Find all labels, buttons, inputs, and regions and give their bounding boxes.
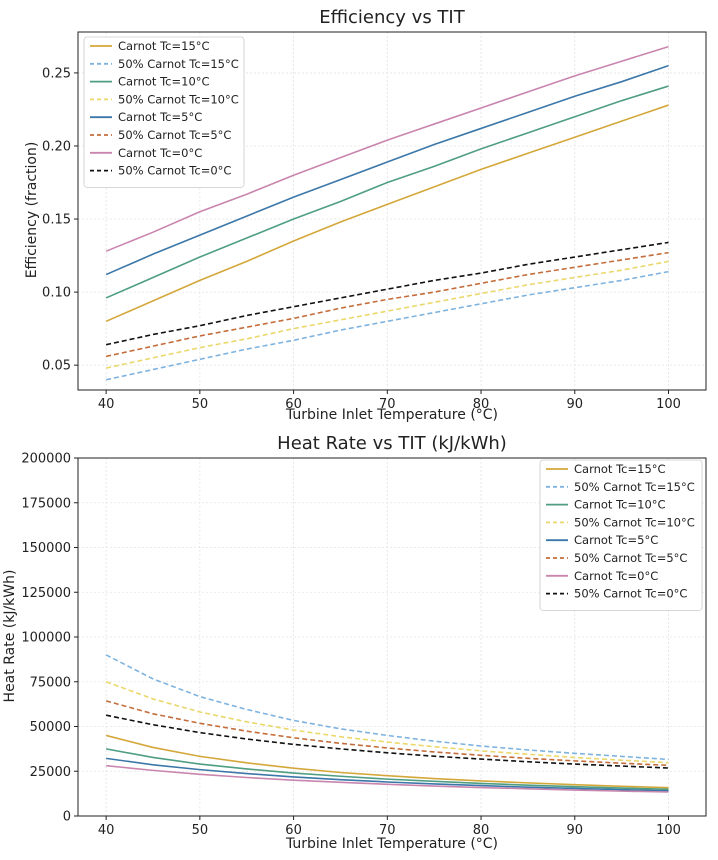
heat-rate-chart-title: Heat Rate vs TIT (kJ/kWh) — [277, 433, 507, 454]
heat-rate-y-tick-label: 25000 — [30, 765, 71, 780]
efficiency-legend-label: 50% Carnot Tc=0°C — [118, 164, 231, 178]
efficiency-y-tick-label: 0.25 — [42, 66, 71, 81]
efficiency-legend-label: Carnot Tc=10°C — [118, 75, 210, 89]
heat-rate-series-line-4 — [105, 680, 669, 764]
heat-rate-x-tick-label: 100 — [656, 823, 681, 838]
heat-rate-y-tick-label: 175000 — [21, 496, 71, 511]
heat-rate-y-tick-label: 200000 — [21, 452, 71, 467]
heat-rate-y-tick-label: 100000 — [21, 631, 71, 646]
heat-rate-y-axis-label: Heat Rate (kJ/kWh) — [2, 570, 18, 703]
efficiency-legend-label: Carnot Tc=0°C — [118, 146, 202, 160]
efficiency-series-line-7 — [105, 45, 669, 252]
heat-rate-x-axis-label: Turbine Inlet Temperature (°C) — [285, 836, 498, 852]
heat-rate-legend-label: 50% Carnot Tc=15°C — [574, 480, 695, 494]
efficiency-x-tick-label: 70 — [379, 397, 396, 412]
efficiency-legend-label: 50% Carnot Tc=5°C — [118, 128, 231, 142]
heat-rate-legend-label: 50% Carnot Tc=0°C — [574, 587, 687, 601]
heat-rate-legend-box — [539, 459, 703, 611]
heat-rate-y-tick-label: 150000 — [21, 541, 71, 556]
heat-rate-series-line-2 — [105, 654, 669, 761]
heat-rate-legend-label: Carnot Tc=15°C — [574, 462, 666, 476]
heat-rate-series-line-5 — [106, 757, 669, 792]
heat-rate-legend-label: Carnot Tc=0°C — [574, 569, 658, 583]
heat-rate-x-tick-label: 60 — [285, 823, 302, 838]
heat-rate-y-tick-label: 75000 — [30, 675, 71, 690]
efficiency-series-line-1 — [105, 104, 669, 323]
efficiency-legend-label: 50% Carnot Tc=15°C — [118, 57, 239, 71]
heat-rate-series-line-6 — [105, 700, 669, 767]
heat-rate-x-tick-label: 80 — [473, 823, 490, 838]
heat-rate-x-tick-label: 70 — [379, 823, 396, 838]
efficiency-plot-frame — [77, 31, 707, 391]
efficiency-x-axis-label: Turbine Inlet Temperature (°C) — [285, 407, 498, 423]
heat-rate-x-tick-label: 40 — [98, 823, 115, 838]
efficiency-x-tick-label: 90 — [567, 397, 584, 412]
efficiency-y-tick-label: 0.10 — [42, 286, 71, 301]
heat-rate-y-tick-label: 125000 — [21, 586, 71, 601]
efficiency-x-tick-label: 50 — [192, 397, 209, 412]
heat-rate-chart: Heat Rate vs TIT (kJ/kWh) Turbine Inlet … — [2, 433, 707, 852]
efficiency-y-tick-label: 0.20 — [42, 139, 71, 154]
heat-rate-series-line-8 — [105, 714, 669, 769]
efficiency-legend-label: Carnot Tc=15°C — [118, 39, 210, 53]
heat-rate-legend-label: 50% Carnot Tc=5°C — [574, 551, 687, 565]
efficiency-x-tick-label: 80 — [473, 397, 490, 412]
heat-rate-legend: Carnot Tc=15°C 50% Carnot Tc=15°C Carnot T… — [539, 459, 703, 611]
heat-rate-series-line-3 — [105, 748, 669, 791]
heat-rate-series-line-7 — [106, 764, 669, 793]
efficiency-legend-label: Carnot Tc=5°C — [118, 110, 202, 124]
efficiency-chart: Efficiency vs TIT Turbine Inlet Temperat… — [24, 7, 707, 423]
efficiency-y-axis-label: Efficiency (fraction) — [24, 142, 40, 279]
heat-rate-series-line-1 — [105, 734, 669, 789]
heat-rate-y-tick-label: 50000 — [30, 720, 71, 735]
efficiency-legend-box — [83, 36, 245, 188]
efficiency-legend: Carnot Tc=15°C 50% Carnot Tc=15°C Carnot T… — [83, 36, 245, 188]
efficiency-chart-title: Efficiency vs TIT — [319, 7, 465, 28]
heat-rate-y-tick-label: 0 — [63, 810, 71, 825]
heat-rate-x-tick-label: 50 — [192, 823, 209, 838]
heat-rate-legend-label: 50% Carnot Tc=10°C — [574, 515, 695, 529]
efficiency-x-tick-label: 40 — [98, 397, 115, 412]
heat-rate-legend-label: Carnot Tc=10°C — [574, 498, 666, 512]
efficiency-y-tick-label: 0.15 — [42, 213, 71, 228]
efficiency-series-line-8 — [105, 241, 669, 346]
heat-rate-x-tick-label: 90 — [567, 823, 584, 838]
efficiency-series-group — [105, 45, 669, 381]
efficiency-x-tick-label: 60 — [285, 397, 302, 412]
efficiency-legend-label: 50% Carnot Tc=10°C — [118, 92, 239, 106]
efficiency-y-tick-label: 0.05 — [42, 359, 71, 374]
heat-rate-series-group — [105, 654, 669, 793]
efficiency-series-line-5 — [105, 64, 669, 276]
efficiency-x-tick-label: 100 — [656, 397, 681, 412]
efficiency-series-line-3 — [105, 85, 669, 299]
heat-rate-legend-label: Carnot Tc=5°C — [574, 533, 658, 547]
